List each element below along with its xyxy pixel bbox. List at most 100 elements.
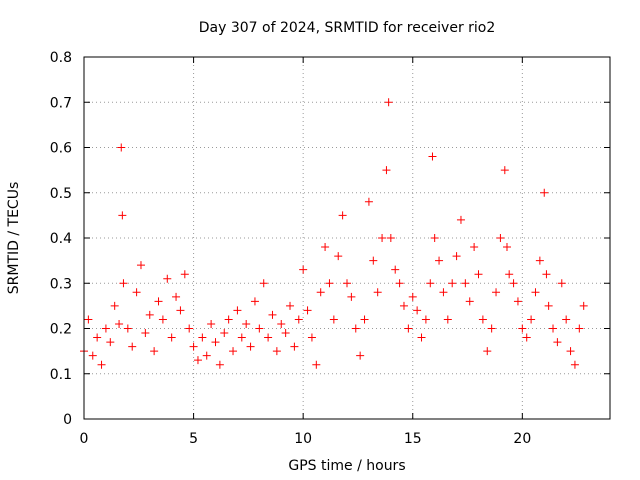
data-point [303,306,312,315]
data-point [312,360,321,369]
data-point [452,252,461,261]
data-point [351,324,360,333]
data-point [435,256,444,265]
data-point [384,98,393,107]
data-point [307,333,316,342]
data-point [544,301,553,310]
data-point [413,306,422,315]
data-point [145,310,154,319]
data-point [321,243,330,252]
data-point [500,166,509,175]
chart-title: Day 307 of 2024, SRMTID for receiver rio… [199,20,496,36]
data-point [211,338,220,347]
data-point [264,333,273,342]
data-point [579,301,588,310]
data-point [233,306,242,315]
data-point [518,324,527,333]
data-point [215,360,224,369]
data-point [250,297,259,306]
data-point [549,324,558,333]
data-point [202,351,211,360]
ticks-layer: 0 0.1 0.2 0.3 0.4 0.5 0.6 0.7 0.8 0 5 10 15 20 [50,50,610,447]
data-point [338,211,347,220]
data-point [246,342,255,351]
data-point [478,315,487,324]
data-point [158,315,167,324]
y-tick-label: 0.4 [50,231,72,247]
data-point [106,338,115,347]
data-point [101,324,110,333]
data-point [281,329,290,338]
data-point [268,310,277,319]
data-point [496,234,505,242]
data-point [562,315,571,324]
data-point [207,319,216,328]
data-point [575,324,584,333]
data-point [347,292,356,301]
data-point [198,333,207,342]
data-point [487,324,496,333]
data-point [316,288,325,297]
data-point [509,279,518,288]
data-point [259,279,268,288]
data-point [110,301,119,310]
x-tick-label: 20 [513,431,531,447]
data-point [299,265,308,274]
data-point [417,333,426,342]
data-point [527,315,536,324]
data-point [356,351,365,360]
data-point [373,288,382,297]
data-point [505,270,514,279]
data-point [163,274,172,283]
data-point [535,256,544,265]
data-point [294,315,303,324]
data-point [483,347,492,356]
x-tick-label: 0 [80,431,89,447]
y-tick-label: 0.7 [50,95,72,111]
y-tick-label: 0.5 [50,186,72,202]
x-tick-label: 15 [404,431,422,447]
data-point [255,324,264,333]
data-point [364,197,373,206]
data-point [465,297,474,306]
data-point [193,356,202,365]
data-point [522,333,531,342]
data-point [117,143,126,152]
data-point [391,265,400,274]
data-point [141,329,150,338]
data-point [492,288,501,297]
data-point [360,315,369,324]
data-point [421,315,430,324]
data-point [290,342,299,351]
data-point [128,342,137,351]
data-point [132,288,141,297]
data-point [123,324,132,333]
data-point [557,279,566,288]
data-point [542,270,551,279]
data-point [224,315,233,324]
data-point [395,279,404,288]
data-point [150,347,159,356]
data-point [439,288,448,297]
data-point [456,215,465,224]
data-point [119,279,128,288]
y-axis-label: SRMTID / TECUs [6,182,22,295]
data-point [172,292,181,301]
data-point [118,211,127,220]
data-point [404,324,413,333]
x-axis-label: GPS time / hours [288,458,405,474]
data-point [286,301,295,310]
data-point [237,333,246,342]
data-point [176,306,185,315]
y-tick-label: 0.6 [50,141,72,157]
data-point [553,338,562,347]
data-point [448,279,457,288]
data-point [115,319,124,328]
grid-layer [84,57,610,419]
data-point [566,347,575,356]
data-point [185,324,194,333]
data-point [502,243,511,252]
data-point [93,333,102,342]
